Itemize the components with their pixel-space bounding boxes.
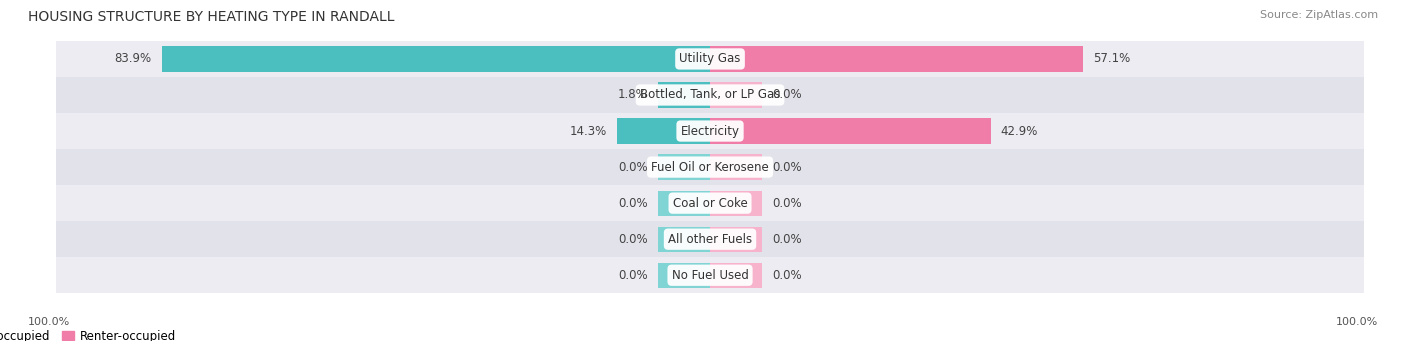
Bar [658, 191, 710, 216]
Bar [710, 191, 762, 216]
Bar [710, 83, 762, 108]
Bar [658, 154, 710, 180]
Bar [710, 154, 762, 180]
Legend: Owner-occupied, Renter-occupied: Owner-occupied, Renter-occupied [0, 330, 176, 341]
Bar [56, 149, 1364, 185]
Text: 0.0%: 0.0% [772, 233, 801, 246]
Bar [56, 257, 1364, 293]
Text: 42.9%: 42.9% [1000, 124, 1038, 137]
Text: HOUSING STRUCTURE BY HEATING TYPE IN RANDALL: HOUSING STRUCTURE BY HEATING TYPE IN RAN… [28, 10, 395, 24]
Bar [710, 46, 1084, 72]
Text: 100.0%: 100.0% [1336, 317, 1378, 327]
Text: 14.3%: 14.3% [569, 124, 607, 137]
Text: Bottled, Tank, or LP Gas: Bottled, Tank, or LP Gas [640, 89, 780, 102]
Text: Utility Gas: Utility Gas [679, 53, 741, 65]
Bar [658, 83, 710, 108]
Text: Coal or Coke: Coal or Coke [672, 197, 748, 210]
Bar [710, 226, 762, 252]
Bar [56, 113, 1364, 149]
Text: 1.8%: 1.8% [619, 89, 648, 102]
Text: 0.0%: 0.0% [772, 89, 801, 102]
Text: 0.0%: 0.0% [619, 197, 648, 210]
Text: 0.0%: 0.0% [619, 161, 648, 174]
Text: Source: ZipAtlas.com: Source: ZipAtlas.com [1260, 10, 1378, 20]
Bar [162, 46, 710, 72]
Text: All other Fuels: All other Fuels [668, 233, 752, 246]
Bar [56, 77, 1364, 113]
Bar [617, 118, 710, 144]
Text: 0.0%: 0.0% [772, 161, 801, 174]
Bar [56, 185, 1364, 221]
Text: 100.0%: 100.0% [28, 317, 70, 327]
Text: 57.1%: 57.1% [1092, 53, 1130, 65]
Text: No Fuel Used: No Fuel Used [672, 269, 748, 282]
Bar [658, 226, 710, 252]
Text: 0.0%: 0.0% [772, 269, 801, 282]
Text: Fuel Oil or Kerosene: Fuel Oil or Kerosene [651, 161, 769, 174]
Text: 83.9%: 83.9% [114, 53, 152, 65]
Bar [710, 118, 990, 144]
Text: 0.0%: 0.0% [772, 197, 801, 210]
Text: 0.0%: 0.0% [619, 269, 648, 282]
Bar [56, 41, 1364, 77]
Text: 0.0%: 0.0% [619, 233, 648, 246]
Bar [710, 263, 762, 288]
Bar [56, 221, 1364, 257]
Bar [658, 263, 710, 288]
Text: Electricity: Electricity [681, 124, 740, 137]
